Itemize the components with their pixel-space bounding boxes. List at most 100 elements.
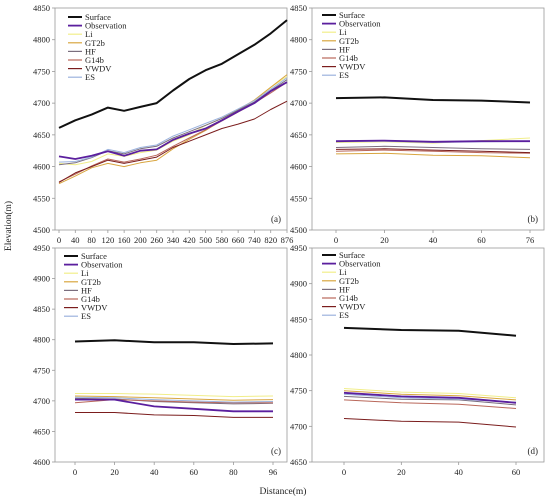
x-tick-label: 580 [215, 235, 228, 245]
legend-label: GT2b [85, 38, 105, 48]
y-tick-label: 4650 [290, 130, 307, 140]
y-axis-label: Elevation(m) [3, 201, 14, 251]
series-line-vwdv [75, 412, 273, 418]
series-line-hf [335, 145, 531, 150]
plot-frame [54, 7, 288, 231]
series-line-gt2b [335, 152, 531, 159]
legend-label: HF [339, 284, 350, 294]
y-tick-label: 4650 [33, 426, 50, 436]
y-tick-label: 4800 [290, 35, 307, 45]
x-tick-label: 200 [134, 235, 147, 245]
series-line-vwdv [335, 148, 531, 154]
panel-d: 4650 4700 4750 4800 4850 4900 4950 0 20 40 60 Surfa… [290, 243, 545, 477]
legend-label: Observation [339, 19, 381, 29]
series-line-observation [335, 139, 530, 143]
legend-label: ES [339, 70, 349, 80]
legend-label: Surface [339, 10, 365, 20]
y-tick-label: 4600 [33, 162, 50, 172]
y-tick-label: 4650 [33, 130, 50, 140]
x-tick-label: 76 [526, 235, 535, 245]
series-line-es [74, 396, 274, 403]
panels: 4500 4550 4600 4650 4700 4750 4800 4850 0 40 80 120… [33, 3, 545, 477]
series-line-hf [58, 79, 288, 166]
plot-frame [54, 247, 288, 463]
panel-c: 4600 4650 4700 4750 4800 4850 4900 4950 0 20 40 60 8… [33, 243, 288, 477]
series-line-observation [58, 81, 288, 160]
x-tick-label: 60 [477, 235, 486, 245]
x-tick-label: 20 [110, 467, 119, 477]
x-tick-label: 160 [118, 235, 131, 245]
y-tick-label: 4900 [290, 279, 307, 289]
legend-label: GT2b [339, 276, 359, 286]
series-line-surface [335, 96, 531, 104]
x-tick-label: 340 [167, 235, 180, 245]
x-tick-label: 120 [101, 235, 114, 245]
legend-label: VWDV [85, 64, 112, 74]
y-tick-label: 4800 [290, 350, 307, 360]
series-line-li [75, 393, 274, 398]
legend-label: HF [339, 44, 350, 54]
legend-label: ES [81, 311, 91, 321]
x-tick-label: 420 [183, 235, 196, 245]
panel-label: (a) [271, 214, 281, 224]
y-tick-label: 4500 [290, 225, 307, 235]
series-line-surface [74, 339, 274, 345]
legend-label: Surface [81, 251, 107, 261]
panel-a: 4500 4550 4600 4650 4700 4750 4800 4850 0 40 80 120… [33, 3, 293, 245]
x-tick-label: 820 [264, 235, 277, 245]
legend-label: GT2b [339, 36, 359, 46]
legend-label: G14b [339, 293, 358, 303]
y-tick-label: 4700 [33, 396, 50, 406]
legend-label: Observation [85, 21, 127, 31]
legend-label: Surface [85, 12, 111, 22]
legend-label: ES [85, 72, 95, 82]
y-tick-label: 4650 [290, 457, 307, 467]
y-tick-label: 4850 [33, 304, 50, 314]
y-tick-label: 4500 [33, 225, 50, 235]
y-tick-label: 4950 [33, 243, 50, 253]
series-line-gt2b [74, 395, 274, 401]
y-tick-label: 4850 [290, 314, 307, 324]
panel-label: (c) [271, 446, 281, 456]
x-tick-label: 0 [57, 235, 61, 245]
y-tick-label: 4850 [33, 3, 50, 13]
x-tick-label: 20 [380, 235, 389, 245]
x-tick-label: 60 [512, 467, 521, 477]
legend-label: Li [81, 268, 89, 278]
y-tick-label: 4750 [290, 386, 307, 396]
x-tick-label: 40 [150, 467, 159, 477]
series-line-g14b [343, 399, 517, 409]
legend-label: HF [85, 46, 96, 56]
x-tick-label: 80 [229, 467, 238, 477]
series-line-surface [58, 19, 288, 129]
y-tick-label: 4750 [290, 66, 307, 76]
y-tick-label: 4700 [290, 421, 307, 431]
series-line-gt2b [343, 390, 517, 401]
legend-label: Li [339, 27, 347, 37]
series-line-li [343, 388, 517, 399]
x-tick-label: 500 [199, 235, 212, 245]
y-tick-label: 4600 [290, 162, 307, 172]
legend-label: Surface [339, 250, 365, 260]
series-line-g14b [335, 149, 531, 154]
legend-label: Li [85, 29, 93, 39]
legend-label: G14b [339, 53, 358, 63]
y-tick-label: 4550 [290, 193, 307, 203]
y-tick-label: 4750 [33, 365, 50, 375]
x-tick-label: 60 [190, 467, 199, 477]
x-tick-label: 0 [342, 467, 346, 477]
legend-label: G14b [81, 294, 100, 304]
x-tick-label: 876 [281, 235, 294, 245]
x-tick-label: 80 [87, 235, 96, 245]
y-tick-label: 4750 [33, 66, 50, 76]
series-line-li [335, 137, 531, 144]
legend-label: Observation [81, 260, 123, 270]
legend-label: ES [339, 310, 349, 320]
x-tick-label: 20 [397, 467, 406, 477]
series-line-vwdv [58, 100, 288, 183]
y-tick-label: 4900 [33, 274, 50, 284]
legend-label: VWDV [339, 62, 366, 72]
x-axis-label: Distance(m) [260, 486, 307, 497]
series-line-vwdv [343, 418, 517, 428]
